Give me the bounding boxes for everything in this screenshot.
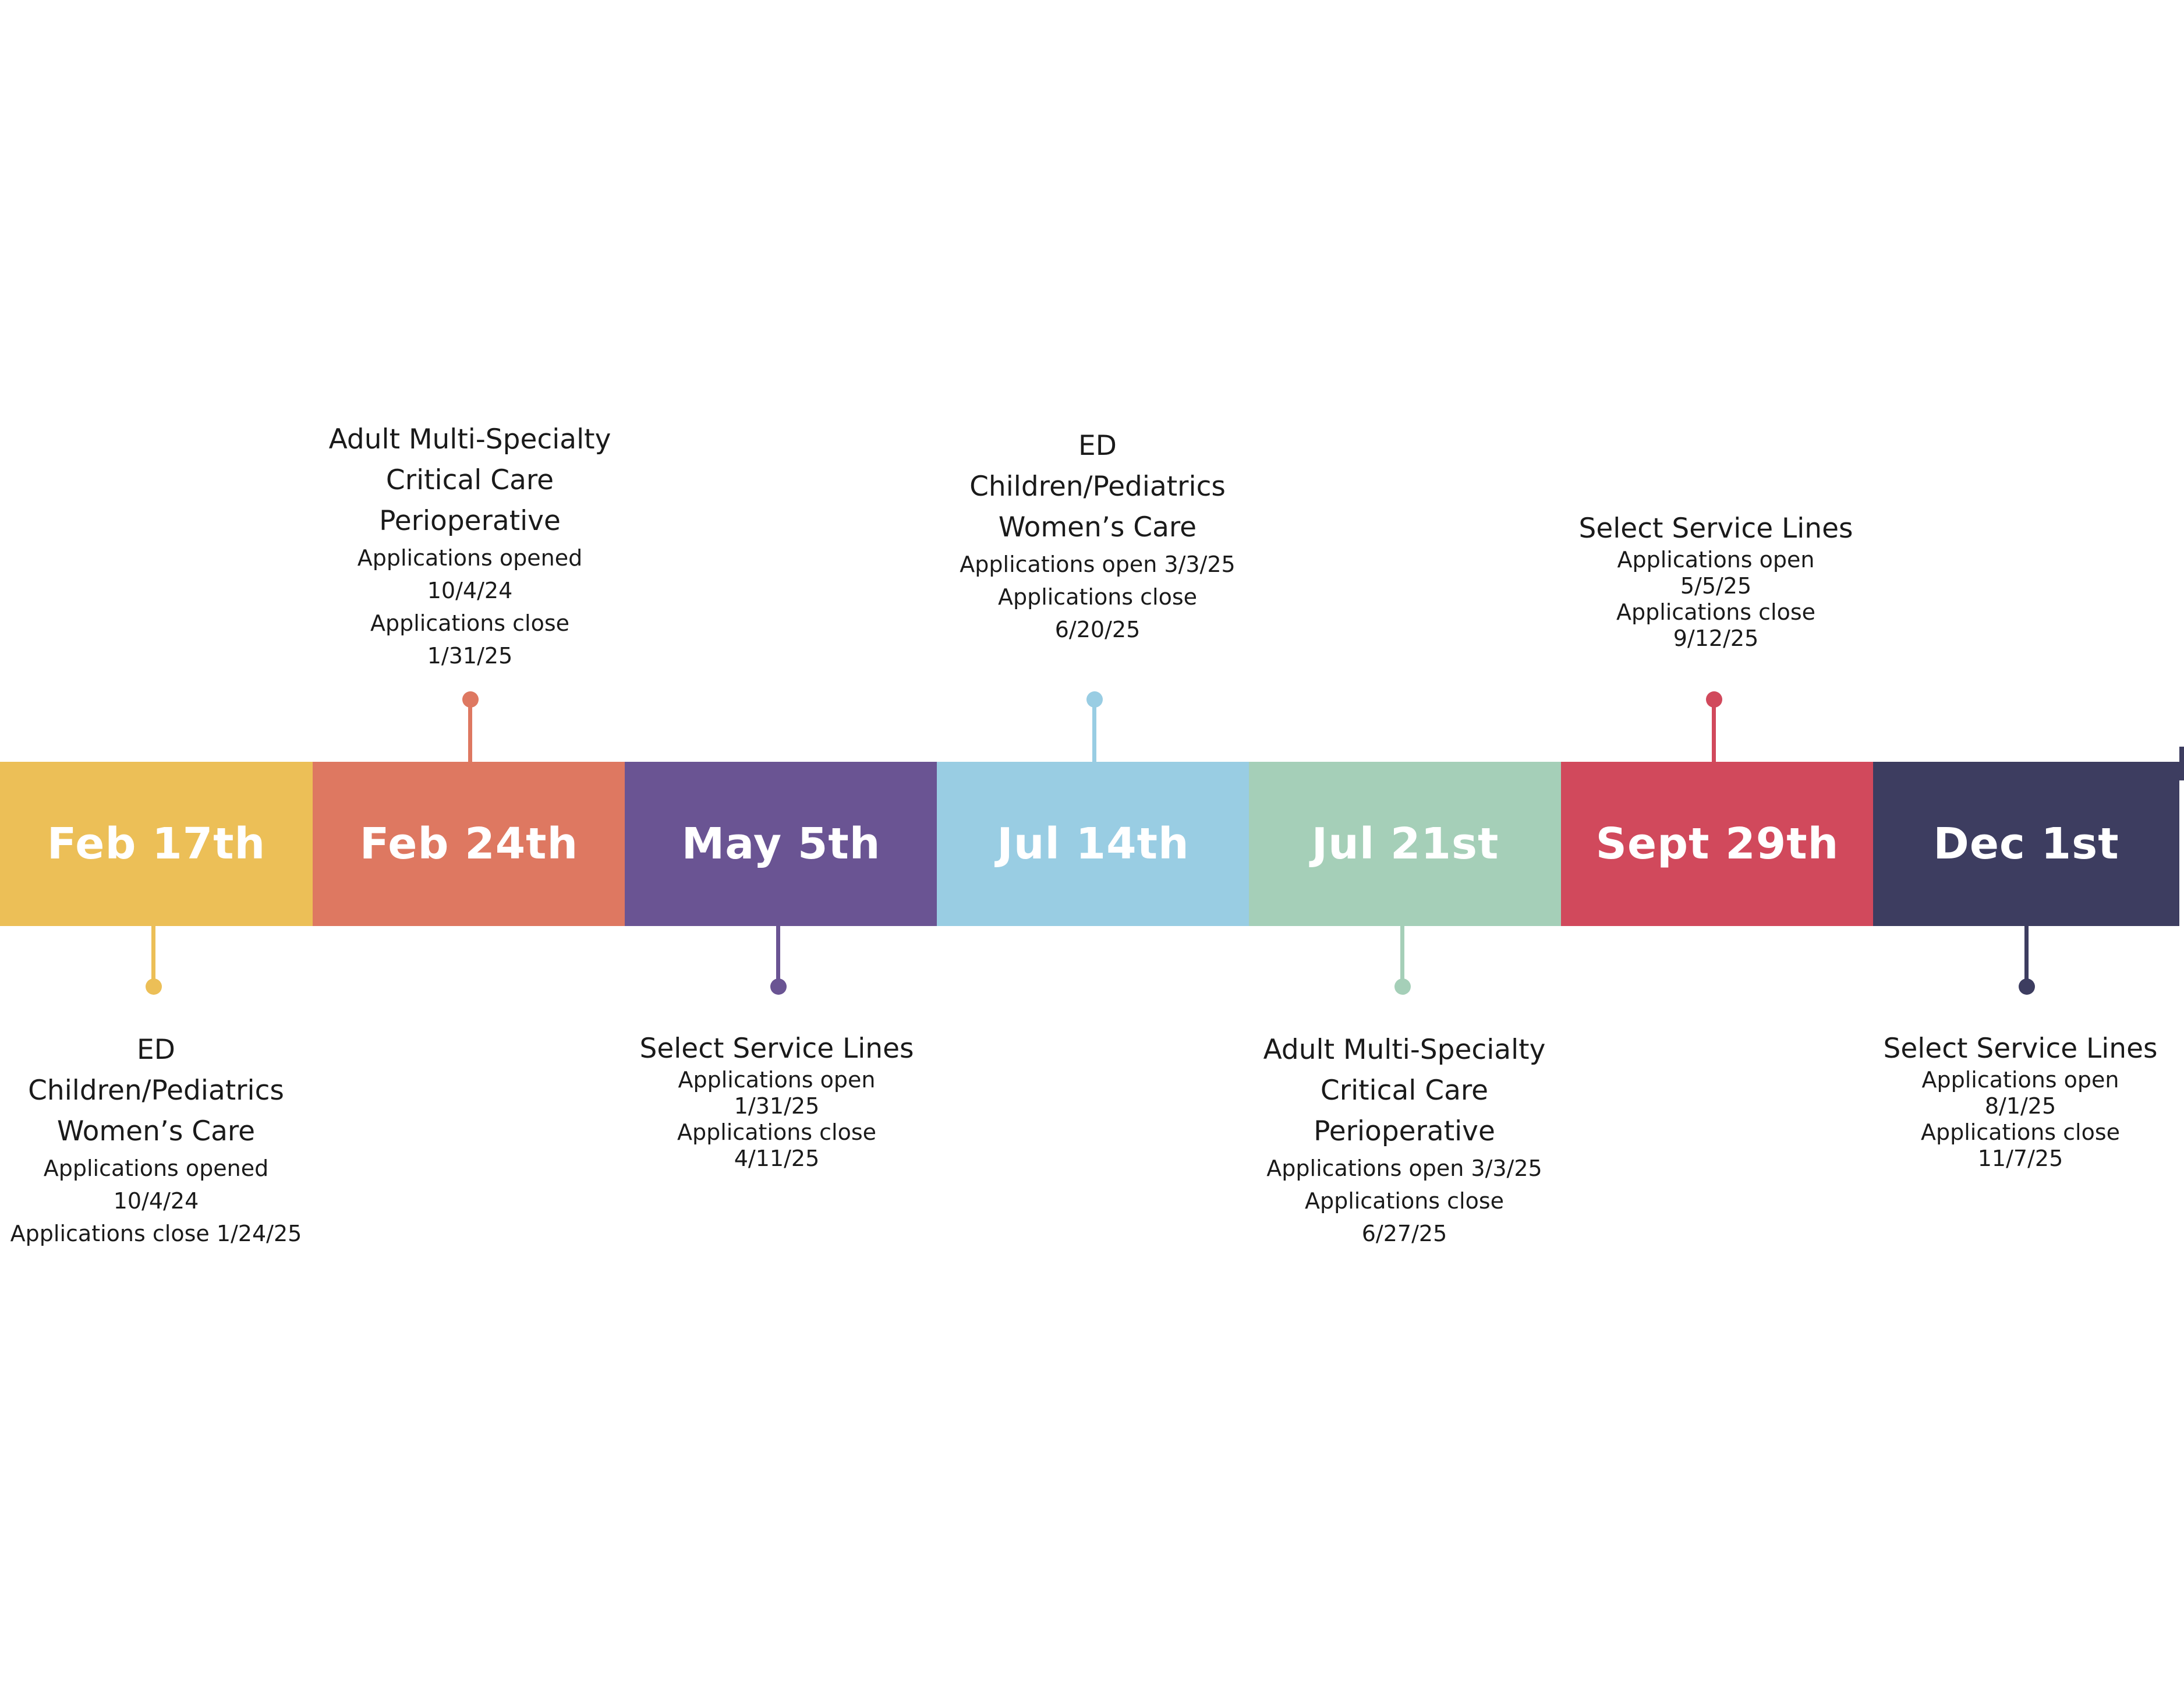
application-detail: 8/1/25	[1984, 1093, 2056, 1119]
timeline-segment-jul-14: Jul 14th	[937, 762, 1249, 926]
segment-date: May 5th	[681, 819, 881, 869]
timeline-end-marker	[2179, 747, 2184, 780]
timeline-bar: Feb 17th Feb 24th May 5th Jul 14th Jul 2…	[0, 762, 2184, 926]
application-detail: Applications close	[997, 584, 1198, 610]
service-line-label: Critical Care	[1320, 1075, 1489, 1107]
milestone-label-feb-24: Adult Multi-Specialty Critical Care Peri…	[307, 419, 633, 672]
application-detail: Applications close	[1304, 1188, 1505, 1214]
connector-dot	[770, 978, 787, 995]
application-detail: Applications open	[1921, 1067, 2119, 1093]
segment-date: Jul 21st	[1311, 819, 1499, 869]
milestone-label-feb-17: ED Children/Pediatrics Women’s Care Appl…	[0, 1030, 319, 1250]
segment-date: Jul 14th	[997, 819, 1190, 869]
connector-dot	[1394, 978, 1411, 995]
segment-date: Feb 17th	[47, 819, 266, 869]
connector-dot	[2019, 978, 2035, 995]
application-detail: 10/4/24	[113, 1188, 199, 1214]
connector-line	[2024, 926, 2029, 987]
service-line-label: Select Service Lines	[1578, 513, 1853, 545]
application-detail: 6/27/25	[1361, 1221, 1447, 1246]
application-detail: 11/7/25	[1977, 1146, 2063, 1171]
application-detail: Applications open	[1617, 547, 1815, 573]
service-line-label: Adult Multi-Specialty	[1263, 1034, 1546, 1066]
service-line-label: Women’s Care	[998, 511, 1197, 543]
application-detail: Applications open	[678, 1067, 876, 1093]
timeline-segment-may-5: May 5th	[625, 762, 937, 926]
application-detail: Applications open 3/3/25	[1266, 1156, 1542, 1181]
connector-dot	[1706, 691, 1722, 708]
segment-date: Feb 24th	[359, 819, 579, 869]
connector-line	[776, 926, 780, 987]
milestone-label-sept-29: Select Service Lines Applications open 5…	[1553, 511, 1879, 652]
application-detail: 4/11/25	[734, 1146, 820, 1171]
application-detail: 5/5/25	[1680, 573, 1752, 599]
service-line-label: Select Service Lines	[1883, 1033, 2158, 1065]
segment-date: Sept 29th	[1595, 819, 1839, 869]
timeline-segment-dec-1: Dec 1st	[1873, 762, 2179, 926]
service-line-label: Children/Pediatrics	[28, 1075, 284, 1107]
application-detail: Applications opened	[43, 1156, 269, 1181]
application-detail: 6/20/25	[1054, 617, 1141, 642]
milestone-label-jul-14: ED Children/Pediatrics Women’s Care Appl…	[935, 426, 1261, 646]
service-line-label: ED	[1078, 430, 1117, 462]
service-line-label: Adult Multi-Specialty	[328, 423, 611, 455]
connector-line	[1400, 926, 1404, 987]
connector-dot	[1086, 691, 1103, 708]
milestone-label-may-5: Select Service Lines Applications open 1…	[614, 1031, 940, 1172]
connector-dot	[146, 978, 162, 995]
application-detail: Applications close	[677, 1119, 877, 1145]
application-detail: Applications close	[370, 610, 570, 636]
service-line-label: Children/Pediatrics	[969, 471, 1226, 503]
segment-date: Dec 1st	[1933, 819, 2119, 869]
application-detail: 1/31/25	[734, 1093, 820, 1119]
connector-dot	[462, 691, 479, 708]
application-detail: Applications close	[1616, 599, 1816, 625]
application-detail: Applications opened	[357, 545, 583, 571]
connector-line	[1092, 705, 1096, 762]
timeline-segment-feb-24: Feb 24th	[313, 762, 625, 926]
application-detail: 10/4/24	[427, 578, 513, 603]
service-line-label: Perioperative	[379, 505, 561, 537]
application-detail: Applications close 1/24/25	[10, 1221, 302, 1246]
application-detail: Applications open 3/3/25	[960, 552, 1236, 577]
application-detail: 1/31/25	[427, 643, 513, 669]
timeline-segment-jul-21: Jul 21st	[1249, 762, 1562, 926]
connector-line	[1712, 705, 1716, 762]
milestone-label-jul-21: Adult Multi-Specialty Critical Care Peri…	[1241, 1030, 1567, 1250]
service-line-label: Perioperative	[1314, 1115, 1495, 1147]
milestone-label-dec-1: Select Service Lines Applications open 8…	[1857, 1031, 2183, 1172]
timeline-segment-sept-29: Sept 29th	[1561, 762, 1874, 926]
service-line-label: ED	[137, 1034, 175, 1066]
service-line-label: Select Service Lines	[639, 1033, 914, 1065]
application-detail: 9/12/25	[1673, 626, 1759, 651]
connector-line	[151, 926, 155, 987]
service-line-label: Critical Care	[385, 464, 554, 496]
timeline-segment-feb-17: Feb 17th	[0, 762, 313, 926]
application-detail: Applications close	[1920, 1119, 2121, 1145]
service-line-label: Women’s Care	[56, 1115, 256, 1147]
connector-line	[468, 705, 472, 762]
